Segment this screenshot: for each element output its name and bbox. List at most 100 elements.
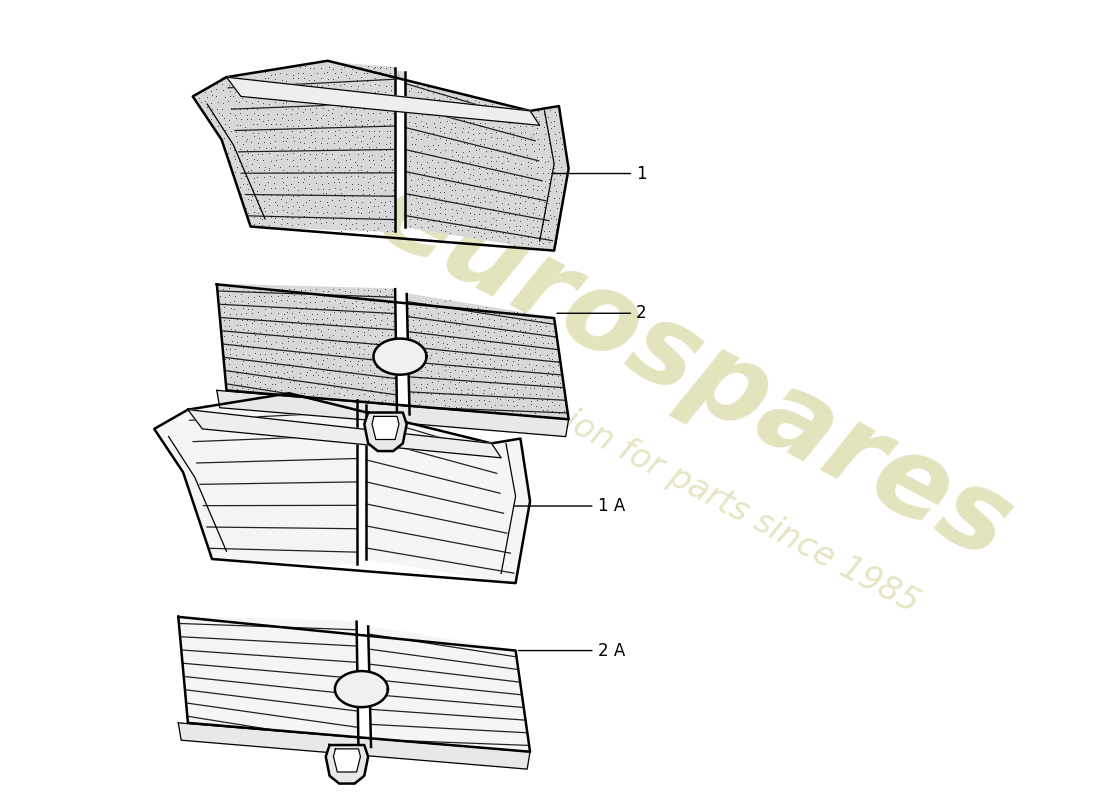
Point	[539, 197, 557, 210]
Point	[367, 322, 385, 335]
Point	[451, 338, 469, 350]
Point	[346, 138, 364, 150]
Point	[279, 114, 297, 127]
Point	[383, 200, 400, 213]
Point	[465, 207, 483, 220]
Point	[534, 360, 551, 373]
Point	[417, 404, 434, 417]
Point	[458, 404, 475, 417]
Point	[366, 141, 384, 154]
Point	[429, 375, 447, 388]
Point	[301, 291, 319, 304]
Point	[425, 117, 442, 130]
Point	[522, 353, 540, 366]
Point	[348, 318, 365, 330]
Point	[249, 102, 266, 115]
Point	[285, 375, 303, 388]
Point	[343, 359, 361, 372]
Point	[372, 60, 389, 73]
Point	[319, 394, 337, 406]
Point	[296, 137, 314, 150]
Point	[404, 183, 421, 196]
Point	[443, 117, 461, 130]
Point	[370, 211, 387, 224]
Point	[349, 159, 366, 172]
Point	[454, 132, 472, 145]
Point	[240, 207, 257, 220]
Point	[320, 389, 338, 402]
Point	[355, 102, 373, 115]
Point	[521, 387, 539, 400]
Point	[417, 394, 434, 407]
Point	[265, 171, 283, 184]
Point	[198, 101, 216, 114]
Point	[505, 238, 522, 251]
Point	[452, 174, 470, 186]
Point	[250, 90, 267, 103]
Point	[531, 366, 549, 379]
Point	[453, 161, 471, 174]
Point	[546, 330, 563, 343]
Point	[289, 72, 307, 85]
Point	[315, 102, 332, 114]
Point	[232, 181, 250, 194]
Point	[469, 374, 486, 387]
Point	[341, 94, 359, 107]
Point	[418, 370, 436, 383]
Point	[406, 322, 424, 335]
Point	[307, 296, 324, 309]
Point	[385, 322, 403, 335]
Point	[338, 359, 355, 372]
Point	[273, 282, 290, 295]
Point	[260, 175, 277, 188]
Point	[250, 194, 267, 206]
Point	[519, 160, 537, 173]
Point	[512, 324, 529, 337]
Point	[239, 132, 256, 145]
Point	[416, 330, 433, 343]
Point	[536, 201, 553, 214]
Point	[496, 230, 514, 242]
Point	[411, 202, 429, 214]
Point	[513, 236, 530, 249]
Point	[339, 399, 356, 412]
Point	[330, 123, 348, 136]
Point	[522, 138, 540, 150]
Point	[480, 382, 497, 394]
Point	[470, 191, 487, 204]
Point	[381, 118, 398, 130]
Point	[540, 400, 558, 413]
Point	[226, 79, 243, 92]
Point	[254, 101, 272, 114]
Point	[287, 393, 305, 406]
Point	[482, 331, 499, 344]
Point	[272, 78, 289, 90]
Point	[482, 154, 499, 167]
Point	[459, 358, 476, 371]
Point	[312, 349, 330, 362]
Point	[441, 126, 459, 138]
Point	[251, 166, 268, 179]
Point	[441, 226, 459, 239]
Point	[475, 319, 493, 332]
Point	[462, 358, 480, 370]
Point	[331, 341, 349, 354]
Point	[377, 106, 395, 119]
Point	[493, 157, 510, 170]
Point	[350, 347, 367, 360]
Point	[495, 167, 513, 180]
Point	[417, 360, 434, 373]
Point	[416, 354, 433, 366]
Point	[337, 366, 354, 378]
Point	[534, 102, 551, 115]
Point	[288, 171, 306, 184]
Point	[506, 202, 524, 215]
Point	[274, 329, 292, 342]
Point	[342, 382, 360, 394]
Point	[308, 347, 326, 360]
Point	[382, 95, 399, 108]
Point	[324, 78, 342, 90]
Point	[220, 121, 238, 134]
Point	[250, 161, 267, 174]
Point	[273, 91, 290, 104]
